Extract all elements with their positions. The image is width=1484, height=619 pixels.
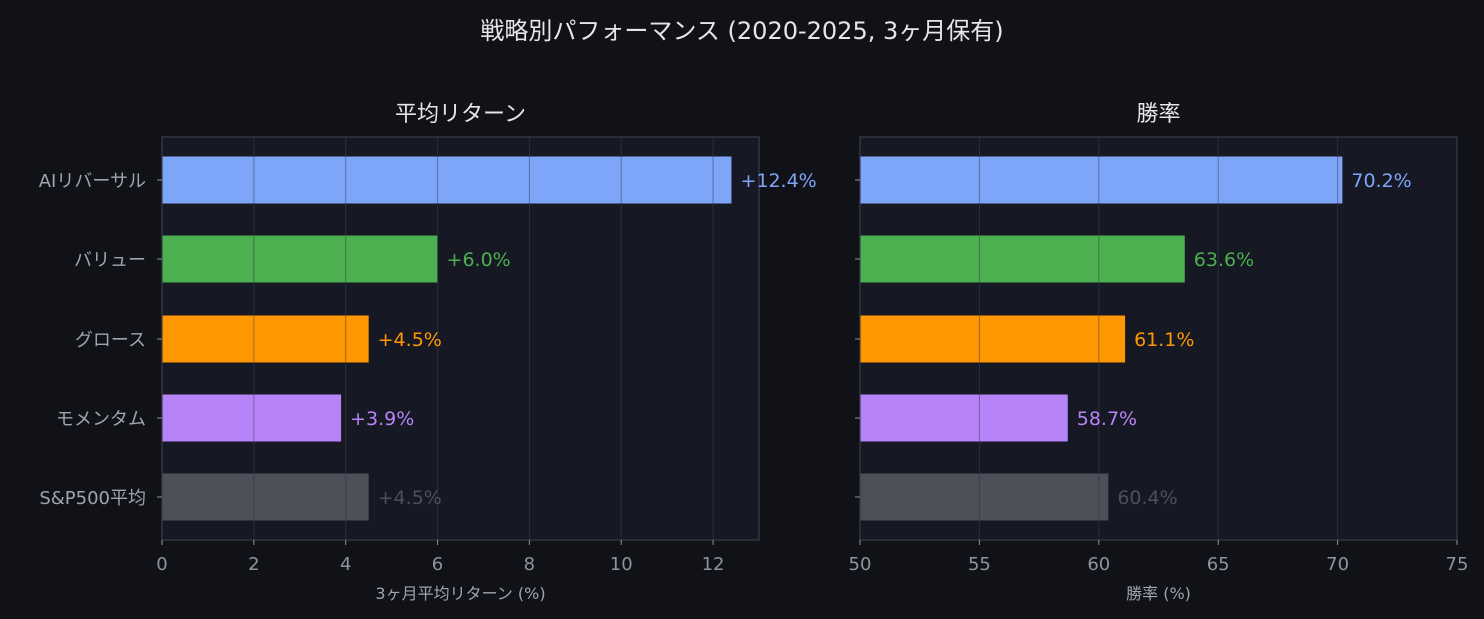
x-tick-label: 70: [1326, 554, 1349, 575]
bar: [860, 394, 1068, 442]
data-label: +4.5%: [378, 329, 442, 351]
category-label: S&P500平均: [39, 488, 146, 509]
category-label: グロース: [75, 330, 146, 351]
bar: [162, 394, 342, 442]
x-axis-label: 勝率 (%): [1126, 584, 1191, 603]
bar: [162, 235, 438, 283]
x-tick-label: 60: [1087, 554, 1110, 575]
data-label: 61.1%: [1134, 329, 1194, 351]
x-tick-label: 0: [156, 554, 167, 575]
category-label: AIリバーサル: [39, 171, 146, 192]
win-rate-chart: 70.2% 63.6% 61.1% 58.7% 60.4% 50 55 60 65 70 75 勝率勝…: [849, 102, 1469, 603]
bar: [860, 235, 1185, 283]
return-chart: +12.4% +6.0% +4.5% +3.9% +4.5% AIリバーサルバリューグロー…: [39, 102, 817, 603]
x-tick-label: 6: [432, 554, 443, 575]
x-tick-label: 65: [1207, 554, 1230, 575]
bar: [162, 156, 732, 204]
data-label: +12.4%: [740, 170, 816, 192]
category-label: モメンタム: [56, 409, 146, 430]
data-label: +6.0%: [447, 249, 511, 271]
x-tick-label: 4: [340, 554, 351, 575]
x-tick-label: 2: [248, 554, 259, 575]
x-tick-label: 12: [702, 554, 725, 575]
data-label: 60.4%: [1117, 487, 1177, 509]
data-label: 70.2%: [1351, 170, 1411, 192]
chart-title: 勝率: [1136, 102, 1180, 127]
data-label: +3.9%: [350, 408, 414, 430]
data-label: 63.6%: [1194, 249, 1254, 271]
x-tick-label: 75: [1446, 554, 1469, 575]
x-tick-label: 8: [524, 554, 535, 575]
x-tick-label: 55: [968, 554, 991, 575]
chart-title: 平均リターン: [395, 102, 526, 127]
bar: [860, 473, 1109, 521]
bar: [860, 315, 1126, 363]
x-axis-label: 3ヶ月平均リターン (%): [375, 584, 545, 603]
figure-title: 戦略別パフォーマンス (2020-2025, 3ヶ月保有): [480, 17, 1003, 45]
data-label: 58.7%: [1077, 408, 1137, 430]
bar: [162, 473, 369, 521]
category-label: バリュー: [74, 250, 146, 271]
x-tick-label: 10: [610, 554, 633, 575]
data-label: +4.5%: [378, 487, 442, 509]
bar: [162, 315, 369, 363]
x-tick-label: 50: [849, 554, 872, 575]
bar: [860, 156, 1343, 204]
